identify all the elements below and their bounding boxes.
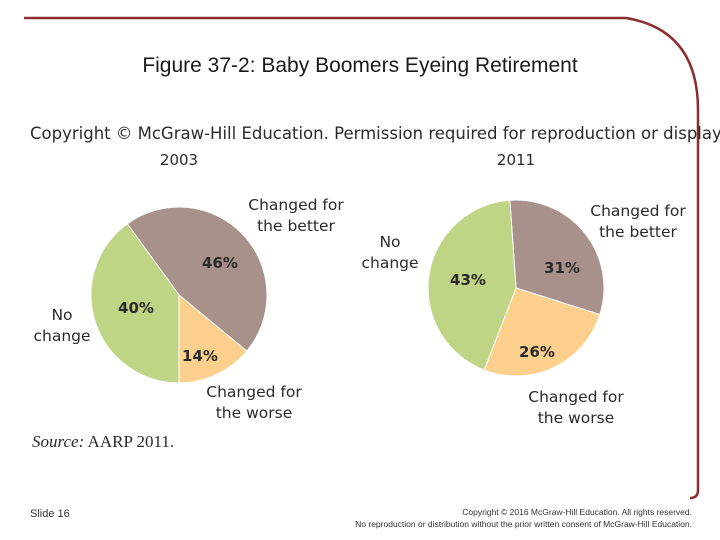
pie-title-2003: 2003	[160, 151, 198, 169]
pie-slice	[178, 293, 248, 384]
pie-slice	[483, 287, 601, 377]
pie-title-2011: 2011	[497, 151, 535, 169]
category-label-better: Changed for	[590, 202, 686, 220]
category-label-worse: Changed for	[206, 383, 302, 401]
footer-copyright: Copyright © 2016 McGraw-Hill Education. …	[355, 506, 692, 530]
category-label-worse: Changed for	[528, 388, 624, 406]
category-label-nochange: change	[33, 327, 90, 345]
category-label-nochange: No	[379, 233, 400, 251]
slide-title: Figure 37-2: Baby Boomers Eyeing Retirem…	[142, 54, 578, 77]
category-label-nochange: change	[361, 254, 418, 272]
slice-value-label: 31%	[544, 259, 580, 277]
slice-value-label: 46%	[202, 254, 238, 272]
slice-value-label: 40%	[118, 299, 154, 317]
category-label-better: the better	[599, 223, 677, 241]
source-note: Source: AARP 2011.	[32, 432, 174, 452]
pie-slice	[427, 199, 517, 371]
pie-slice	[126, 206, 268, 352]
slice-value-label: 26%	[519, 343, 555, 361]
category-label-better: Changed for	[248, 196, 344, 214]
copyright-notice: Copyright © McGraw-Hill Education. Permi…	[30, 124, 720, 143]
pie-slice	[509, 199, 605, 316]
footer-line-2: No reproduction or distribution without …	[355, 519, 692, 529]
footer-line-1: Copyright © 2016 McGraw-Hill Education. …	[462, 507, 692, 517]
source-text: AARP 2011.	[84, 432, 175, 451]
slice-value-label: 14%	[182, 347, 218, 365]
category-label-worse: the worse	[538, 409, 615, 427]
slide-number: Slide 16	[30, 508, 70, 520]
category-label-nochange: No	[51, 306, 72, 324]
category-label-worse: the worse	[216, 404, 293, 422]
pie-slice	[90, 223, 180, 384]
slice-value-label: 43%	[450, 271, 486, 289]
category-label-better: the better	[257, 217, 335, 235]
source-label: Source:	[32, 432, 85, 451]
